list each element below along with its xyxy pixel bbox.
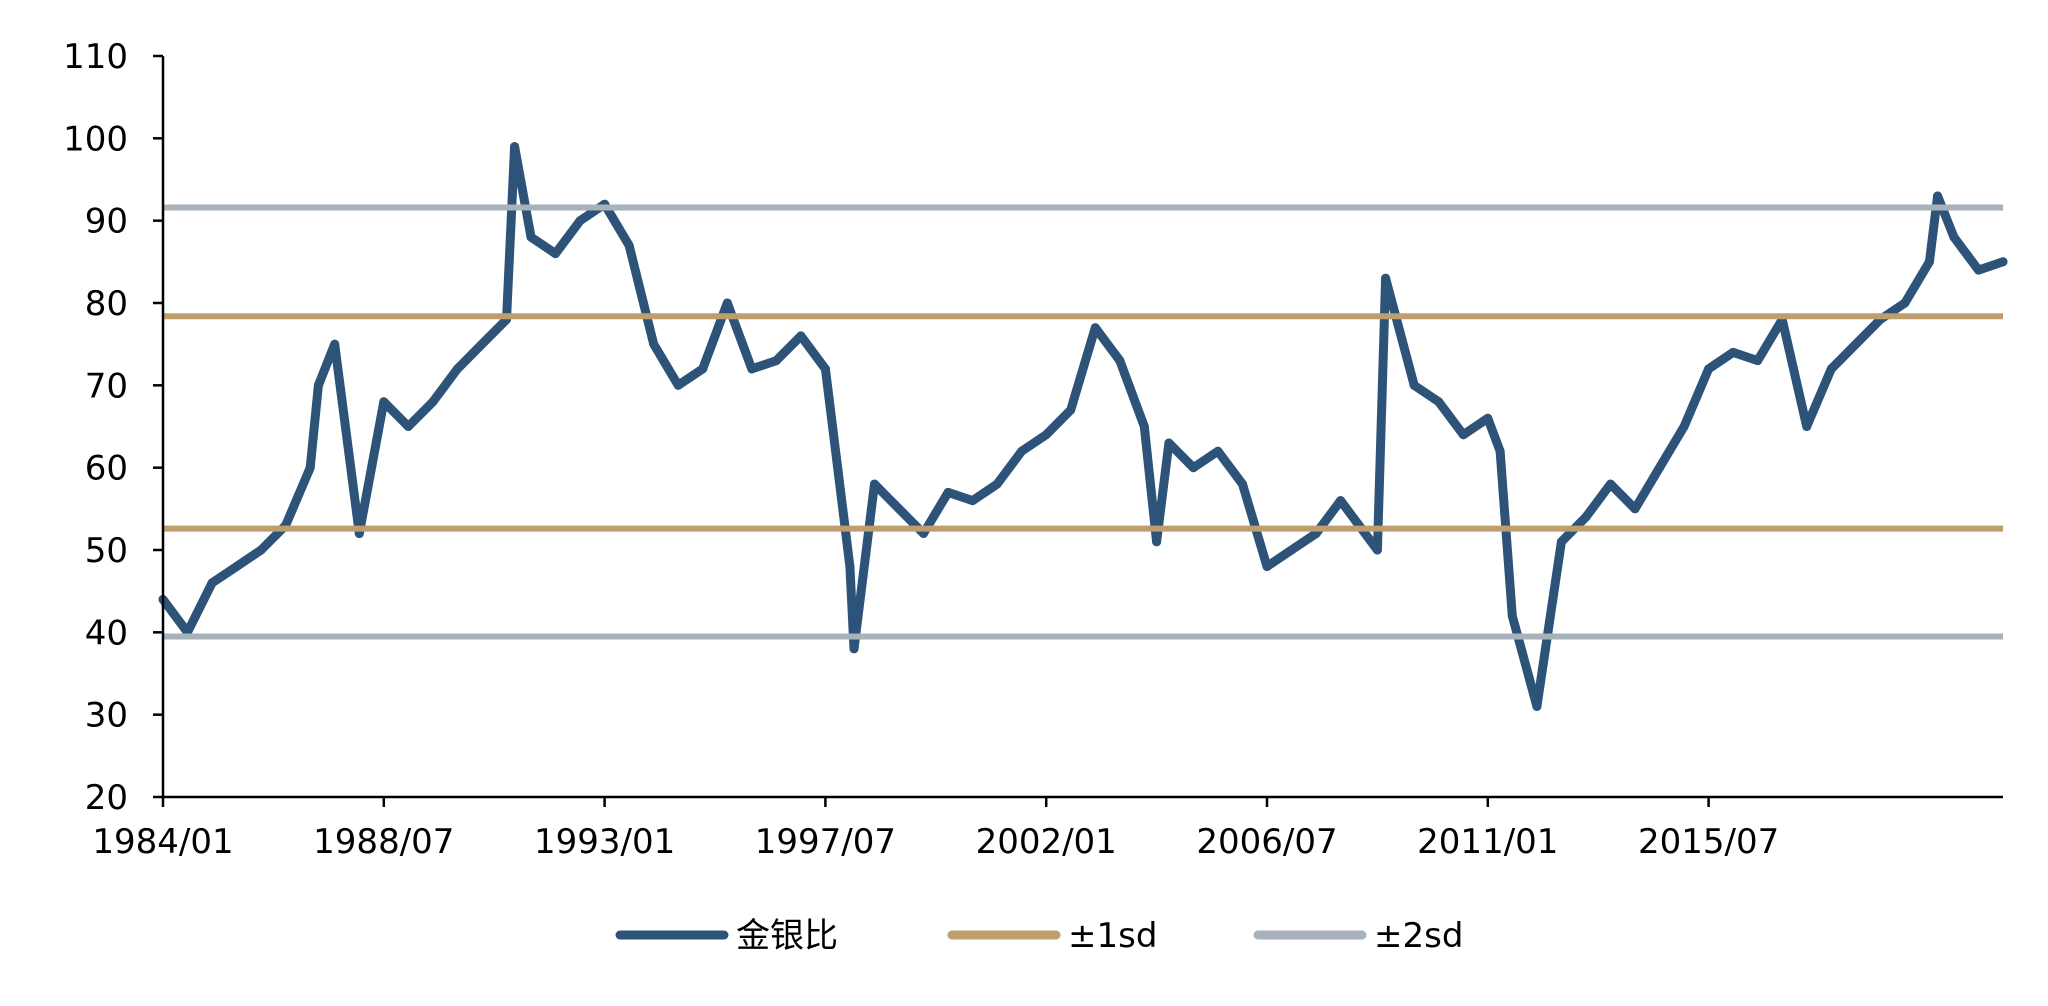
data-point-68 (1679, 422, 1689, 431)
legend-label-gold-silver-ratio: 金银比 (736, 916, 838, 956)
data-point-7 (313, 380, 323, 390)
data-point-60 (1495, 446, 1505, 456)
data-point-2 (207, 578, 217, 588)
x-tick-label-1997-07: 1997/07 (755, 822, 896, 862)
data-point-33 (894, 504, 904, 514)
data-point-14 (477, 339, 487, 349)
data-point-21 (624, 240, 634, 250)
x-tick-label-1993-01: 1993/01 (534, 822, 675, 862)
x-tick-label-2006-07: 2006/07 (1196, 822, 1337, 862)
y-tick-label-50: 50 (85, 531, 128, 571)
y-tick-label-20: 20 (85, 778, 128, 818)
data-point-48 (1238, 479, 1247, 489)
data-point-67 (1655, 463, 1664, 473)
data-point-80 (1949, 232, 1959, 242)
data-point-54 (1372, 545, 1382, 555)
data-point-77 (1900, 298, 1910, 308)
data-point-23 (673, 380, 683, 390)
data-point-71 (1753, 356, 1763, 366)
data-point-42 (1115, 356, 1125, 366)
legend-label-1sd: ±1sd (1068, 916, 1157, 956)
y-tick-label-30: 30 (85, 696, 128, 736)
data-point-66 (1630, 504, 1640, 514)
data-point-62 (1532, 701, 1542, 711)
data-point-73 (1802, 422, 1812, 431)
data-point-37 (992, 479, 1002, 489)
data-point-17 (526, 232, 536, 242)
data-point-58 (1458, 430, 1468, 440)
data-point-75 (1851, 339, 1861, 349)
data-point-26 (747, 364, 757, 374)
y-tick-label-80: 80 (85, 284, 128, 324)
data-point-43 (1139, 422, 1149, 431)
data-point-55 (1381, 273, 1391, 283)
data-point-35 (943, 487, 953, 497)
y-tick-label-40: 40 (85, 613, 128, 653)
data-point-10 (379, 397, 389, 407)
data-point-59 (1483, 413, 1493, 423)
data-point-8 (330, 339, 340, 349)
data-point-27 (771, 356, 781, 366)
data-point-74 (1826, 364, 1836, 374)
y-tick-label-100: 100 (63, 119, 128, 159)
data-point-19 (575, 216, 585, 226)
data-point-52 (1336, 496, 1346, 506)
y-tick-label-60: 60 (85, 449, 128, 489)
data-point-38 (1017, 446, 1027, 456)
x-tick-label-2002-01: 2002/01 (976, 822, 1117, 862)
data-point-45 (1164, 438, 1174, 448)
data-point-47 (1213, 446, 1223, 456)
data-point-24 (698, 364, 708, 374)
y-tick-label-90: 90 (85, 202, 128, 242)
data-point-46 (1188, 463, 1198, 473)
data-point-32 (870, 479, 879, 489)
data-point-22 (649, 339, 659, 349)
data-point-31 (849, 644, 859, 654)
legend-label-2sd: ±2sd (1374, 916, 1463, 956)
data-point-64 (1581, 512, 1591, 522)
data-point-69 (1704, 364, 1714, 374)
data-point-40 (1066, 405, 1076, 415)
data-point-49 (1262, 562, 1272, 571)
y-tick-label-70: 70 (85, 366, 128, 406)
data-point-39 (1041, 430, 1051, 440)
data-point-36 (968, 496, 978, 506)
data-point-56 (1409, 380, 1419, 390)
x-tick-label-2015-07: 2015/07 (1638, 822, 1779, 862)
data-point-78 (1924, 257, 1934, 267)
data-point-65 (1606, 479, 1615, 489)
data-point-70 (1728, 347, 1738, 357)
data-point-25 (722, 298, 732, 308)
x-tick-label-2011-01: 2011/01 (1417, 822, 1558, 862)
data-point-18 (551, 249, 560, 259)
data-point-16 (510, 142, 520, 152)
data-point-63 (1556, 537, 1566, 547)
data-point-4 (256, 545, 266, 555)
data-point-11 (403, 422, 413, 431)
x-tick-label-1984-01: 1984/01 (92, 822, 233, 862)
data-point-44 (1152, 537, 1162, 547)
x-tick-label-1988-07: 1988/07 (313, 822, 454, 862)
data-point-41 (1090, 323, 1100, 333)
series-line-gold-silver-ratio (158, 142, 2008, 711)
data-point-82 (1998, 257, 2008, 267)
data-point-30 (845, 562, 855, 571)
data-point-29 (820, 364, 830, 374)
data-point-3 (232, 562, 242, 571)
data-point-28 (796, 331, 806, 341)
data-point-61 (1507, 611, 1517, 621)
data-point-13 (452, 364, 462, 374)
y-tick-label-110: 110 (63, 37, 128, 77)
data-point-12 (428, 397, 438, 407)
data-point-50 (1287, 545, 1296, 555)
data-point-57 (1434, 397, 1444, 407)
data-point-79 (1933, 191, 1943, 201)
data-point-6 (305, 463, 315, 473)
data-point-81 (1974, 265, 1983, 275)
